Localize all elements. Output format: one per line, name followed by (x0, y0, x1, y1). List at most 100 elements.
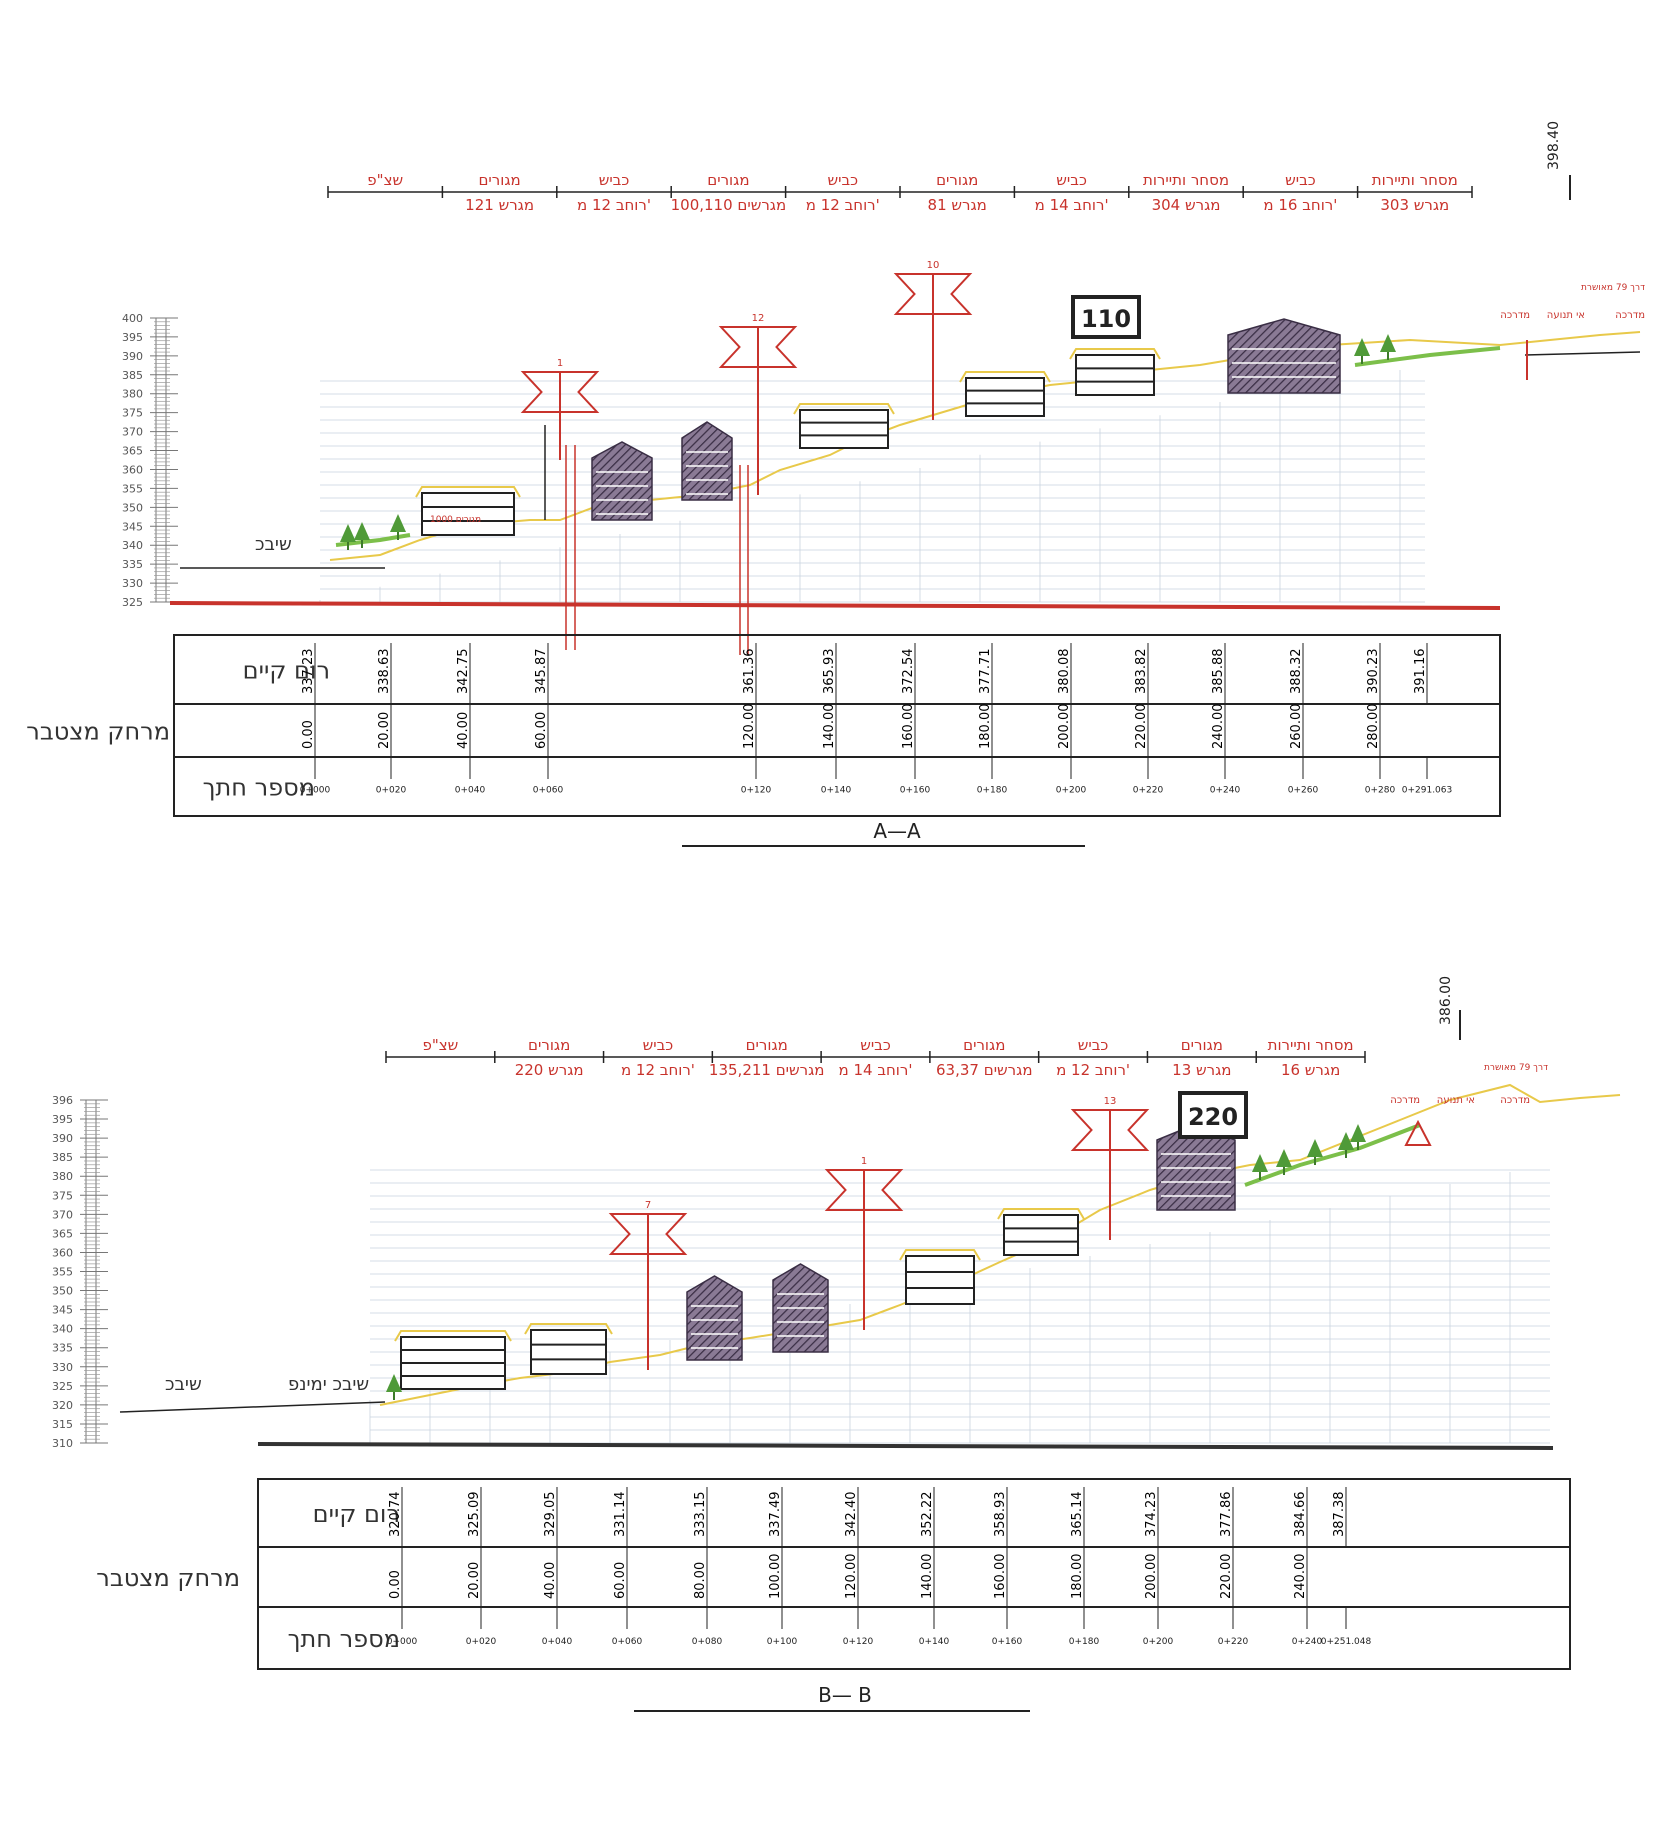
section-a-roof (1069, 348, 1161, 360)
section-a-tree-icon (340, 524, 356, 542)
section-a-elev-value: 365.93 (822, 649, 837, 695)
section-b-scale-label: 335 (52, 1342, 73, 1355)
section-b-scale-label: 396 (52, 1094, 73, 1107)
section-a-building (1075, 354, 1155, 396)
section-a-cross-mark (718, 326, 798, 368)
section-a-header-top: כביש (599, 171, 630, 189)
section-a-header-bottom: מגרש 121 (465, 196, 534, 214)
section-b-chain-value: 0+180 (1069, 1637, 1100, 1647)
section-b-scale-label: 385 (52, 1151, 73, 1164)
section-a-elev-value: 391.16 (1413, 649, 1428, 695)
section-a-roof (959, 371, 1051, 383)
section-a-header: מסחר ותיירות מגרש 303 כביש רוחב 16 מ' מסחר ו… (327, 171, 1473, 214)
section-b-header-top: כביש (643, 1036, 674, 1054)
section-a-scale-label: 345 (122, 520, 143, 533)
section-a-dist-value: 160.00 (901, 704, 916, 750)
section-a-scale-label: 390 (122, 350, 143, 363)
section-b-header-top: שצ"פ (422, 1036, 458, 1054)
section-b-chain-value: 0+020 (466, 1637, 497, 1647)
section-a-scale-bar (155, 317, 167, 603)
section-b-elev-value: 384.66 (1293, 1492, 1308, 1538)
section-a-tree-icon (390, 514, 406, 532)
section-b-elev-value: 352.22 (920, 1492, 935, 1538)
section-a-building-hatched (681, 421, 733, 501)
section-b-elev-value: 377.86 (1219, 1492, 1234, 1538)
section-b-title: B— B (818, 1683, 872, 1707)
section-b-elevation-scale: 396 395 390 385 380 375 370 365 360 355 350 345 340 3… (52, 1094, 108, 1450)
section-a-cross-mark-label: 1 (557, 358, 563, 369)
section-a-elev-value: 380.08 (1057, 649, 1072, 695)
section-b-chain-value: 0+160 (992, 1637, 1023, 1647)
section-a-elev-value: 390.23 (1366, 649, 1381, 695)
section-b-chain-value: 0+080 (692, 1637, 723, 1647)
section-a-scale-label: 370 (122, 426, 143, 439)
section-b-chain-value: 0+040 (542, 1637, 573, 1647)
section-a-chain-value: 0+060 (533, 786, 564, 796)
section-a-chain-value: 0+040 (455, 786, 486, 796)
section-b-right-label-4: מדרכה (1390, 1095, 1420, 1106)
section-b-header-top: מגורים (963, 1036, 1005, 1054)
section-a-header-top: כביש (1285, 171, 1316, 189)
section-b-right-label-1: דרך 79 מאושרת (1484, 1063, 1548, 1073)
section-a-small-label: מגורים 1000 (430, 515, 481, 525)
section-a-scale-label: 355 (122, 482, 143, 495)
section-a-header-bottom: מגרש 303 (1380, 196, 1449, 214)
section-a-title: A—A (873, 819, 921, 843)
section-b-elev-value: 329.05 (543, 1492, 558, 1538)
section-a-chain-value: 0+220 (1133, 786, 1164, 796)
section-b-grid (369, 1169, 1550, 1444)
section-a-header-top: מגורים (707, 171, 749, 189)
section-a-header-top: מסחר ותיירות (1372, 171, 1458, 189)
section-b-cross-mark (1070, 1109, 1150, 1151)
section-a-scale-label: 360 (122, 463, 143, 476)
section-a-header-bottom: רוחב 14 מ' (1035, 196, 1109, 214)
section-a-cross-marks: 1 12 10 (520, 260, 973, 495)
section-b-table: רום קיים מרחק מצטבר מספר חתך 320.74 325.09 32… (96, 1478, 1571, 1670)
section-b-chain-value: 0+220 (1218, 1637, 1249, 1647)
section-a-building-hatched (591, 441, 653, 521)
section-a-elev-value: 377.71 (978, 649, 993, 695)
section-a-scale-label: 340 (122, 539, 143, 552)
section-a-scale-label: 375 (122, 407, 143, 420)
section-a-header-bottom: מגרש 304 (1152, 196, 1221, 214)
section-a-scale-label: 330 (122, 577, 143, 590)
section-a-elevation-scale: 400 395 390 385 380 375 370 365 360 355 350 345 340 3… (122, 312, 178, 609)
section-a-row-label-distance: מרחק מצטבר (26, 718, 170, 746)
section-a-tree-icon (354, 522, 370, 540)
section-b-lot-box (1178, 1091, 1248, 1139)
section-b-tree-icon (1252, 1154, 1268, 1172)
section-b-sheviv-right-label: שיבכ ימינפ (288, 1374, 369, 1395)
section-b-dist-value: 140.00 (920, 1554, 935, 1600)
section-a-scale-label: 365 (122, 445, 143, 458)
section-b-dist-value: 220.00 (1219, 1554, 1234, 1600)
section-a-grid (319, 370, 1425, 603)
section-a-cross-mark-label: 12 (752, 313, 765, 324)
section-a-chain-value: 0+020 (376, 786, 407, 796)
section-a-header-bottom: מגרש 81 (928, 196, 987, 214)
section-b-row-label-distance: מרחק מצטבר (96, 1564, 240, 1592)
section-b-scale-label: 350 (52, 1285, 73, 1298)
section-b-scale-label: 340 (52, 1323, 73, 1336)
section-b-dist-value: 0.00 (388, 1570, 403, 1599)
section-a-header-top: מגורים (478, 171, 520, 189)
section-b-chain-value: 0+000 (387, 1637, 418, 1647)
section-b-right-label-3: אי תנועה (1437, 1095, 1475, 1106)
section-b-header-bottom: מגרש 16 (1281, 1061, 1340, 1079)
section-a-table-frame (173, 634, 1501, 817)
section-a-elev-value: 338.63 (377, 649, 392, 695)
section-a-row-label-elevation: רום קיים (243, 657, 330, 685)
section-b-elev-value: 342.40 (844, 1492, 859, 1538)
section-b-scale-label: 365 (52, 1227, 73, 1240)
section-a-header-top: כביש (1056, 171, 1087, 189)
section-a-right-label-2: מדרכה (1615, 310, 1645, 321)
section-b-header-bottom: מגרש 220 (515, 1061, 584, 1079)
section-a-buildings (340, 318, 1396, 655)
section-b-scale-label: 325 (52, 1380, 73, 1393)
section-b-scale-label: 330 (52, 1361, 73, 1374)
section-b-chain-value: 0+251.048 (1321, 1637, 1372, 1647)
section-b-elev-value: 387.38 (1332, 1492, 1347, 1538)
section-b-dist-value: 60.00 (613, 1562, 628, 1599)
section-b-dist-value: 20.00 (467, 1562, 482, 1599)
section-b-header-top: מסחר ותיירות (1268, 1036, 1354, 1054)
section-a-chain-value: 0+140 (821, 786, 852, 796)
